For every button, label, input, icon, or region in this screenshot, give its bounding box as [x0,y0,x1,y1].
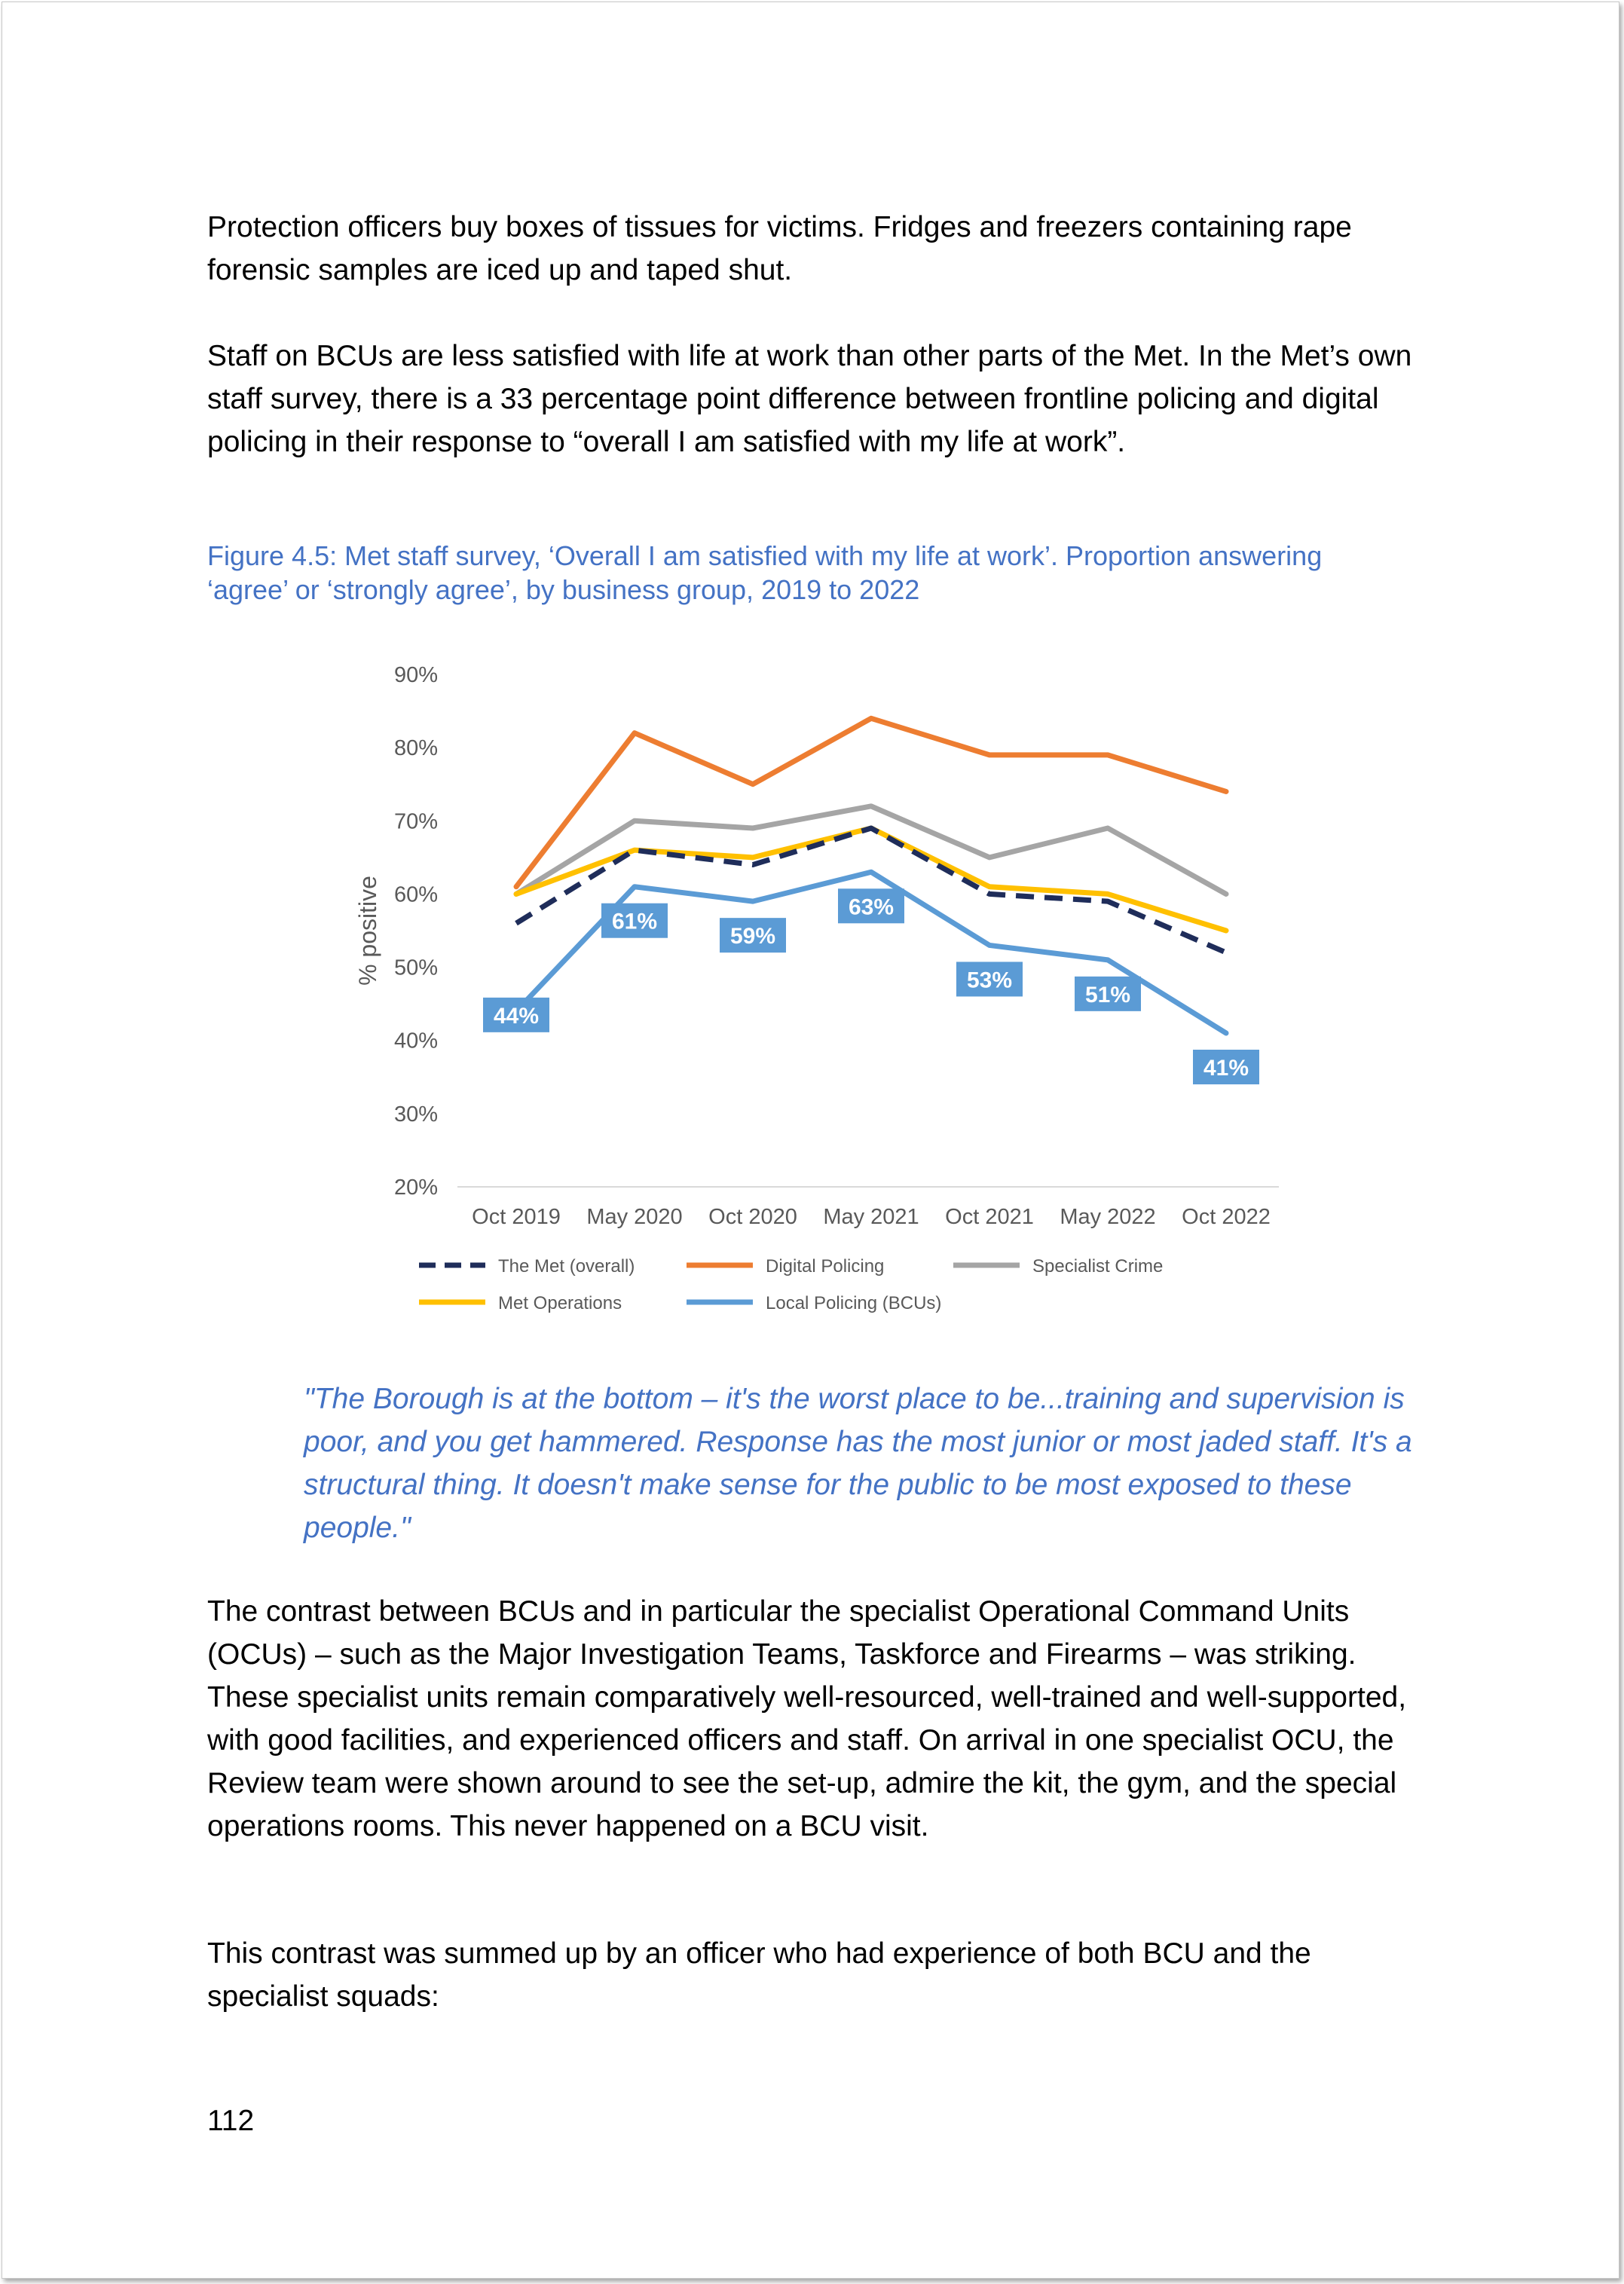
data-label-box [483,997,549,1032]
legend-label: The Met (overall) [498,1256,635,1277]
legend-label: Digital Policing [766,1256,884,1277]
y-tick-label: 50% [394,956,438,980]
data-label: 61% [612,910,657,934]
y-tick-labels: 20% 30% 40% 50% 60% 70% 80% 90% [394,663,438,1200]
figure-caption: Figure 4.5: Met staff survey, ‘Overall I… [207,540,1323,605]
legend-label: Met Operations [498,1293,622,1313]
y-tick-label: 90% [394,663,438,687]
legend-label: Local Policing (BCUs) [766,1293,941,1313]
x-tick-label: May 2021 [823,1205,919,1229]
legend: The Met (overall) Digital Policing Special… [419,1256,1163,1313]
data-label-box [956,962,1023,997]
data-label-box [601,903,668,938]
y-tick-label: 40% [394,1029,438,1053]
paragraph-staff-survey: Staff on BCUs are less satisfied with li… [207,340,1412,458]
x-tick-label: Oct 2020 [708,1205,797,1229]
data-label-box [1075,976,1141,1011]
data-label-box [1193,1050,1259,1084]
series-line-digital-policing [513,715,1229,890]
data-label: 41% [1203,1056,1249,1081]
x-tick-label: Oct 2021 [945,1205,1034,1229]
x-tick-label: May 2020 [586,1205,682,1229]
data-label: 59% [730,924,775,949]
y-tick-label: 30% [394,1102,438,1127]
x-tick-label: May 2022 [1060,1205,1155,1229]
data-label-box [720,918,786,953]
series-lines [513,715,1229,1036]
paragraph-contrast: The contrast between BCUs and in particu… [207,1595,1407,1842]
y-axis-title-group: % positive [354,876,381,986]
officer-quote: "The Borough is at the bottom – it's the… [304,1383,1412,1544]
paragraph-tissues: Protection officers buy boxes of tissues… [207,211,1352,286]
x-tick-labels: Oct 2019 May 2020 Oct 2020 May 2021 Oct 2021… [472,1205,1271,1229]
y-tick-label: 80% [394,736,438,760]
data-label: 63% [849,894,894,919]
line-chart: % positive 20% 30% 40% 50% 60% 70% 80% 90% Oct … [354,663,1279,1313]
y-axis-title: % positive [354,876,381,986]
series-line-local-policing-bcus [513,869,1229,1036]
data-labels: 44% 61% 59% 63% 53% 51% 41% [483,888,1259,1084]
series-line-specialist-crime [513,803,1229,897]
data-label: 51% [1085,983,1130,1007]
series-line-the-met-overall [515,825,1228,955]
page-number: 112 [207,2105,255,2137]
y-tick-label: 20% [394,1176,438,1200]
y-tick-label: 70% [394,809,438,833]
data-label: 53% [967,968,1012,992]
legend-label: Specialist Crime [1032,1256,1163,1277]
y-tick-label: 60% [394,882,438,907]
data-label-box [838,888,904,924]
x-tick-label: Oct 2022 [1182,1205,1271,1229]
data-label: 44% [494,1004,539,1029]
paragraph-summed-up: This contrast was summed up by an office… [207,1937,1311,2013]
x-tick-label: Oct 2019 [472,1205,561,1229]
